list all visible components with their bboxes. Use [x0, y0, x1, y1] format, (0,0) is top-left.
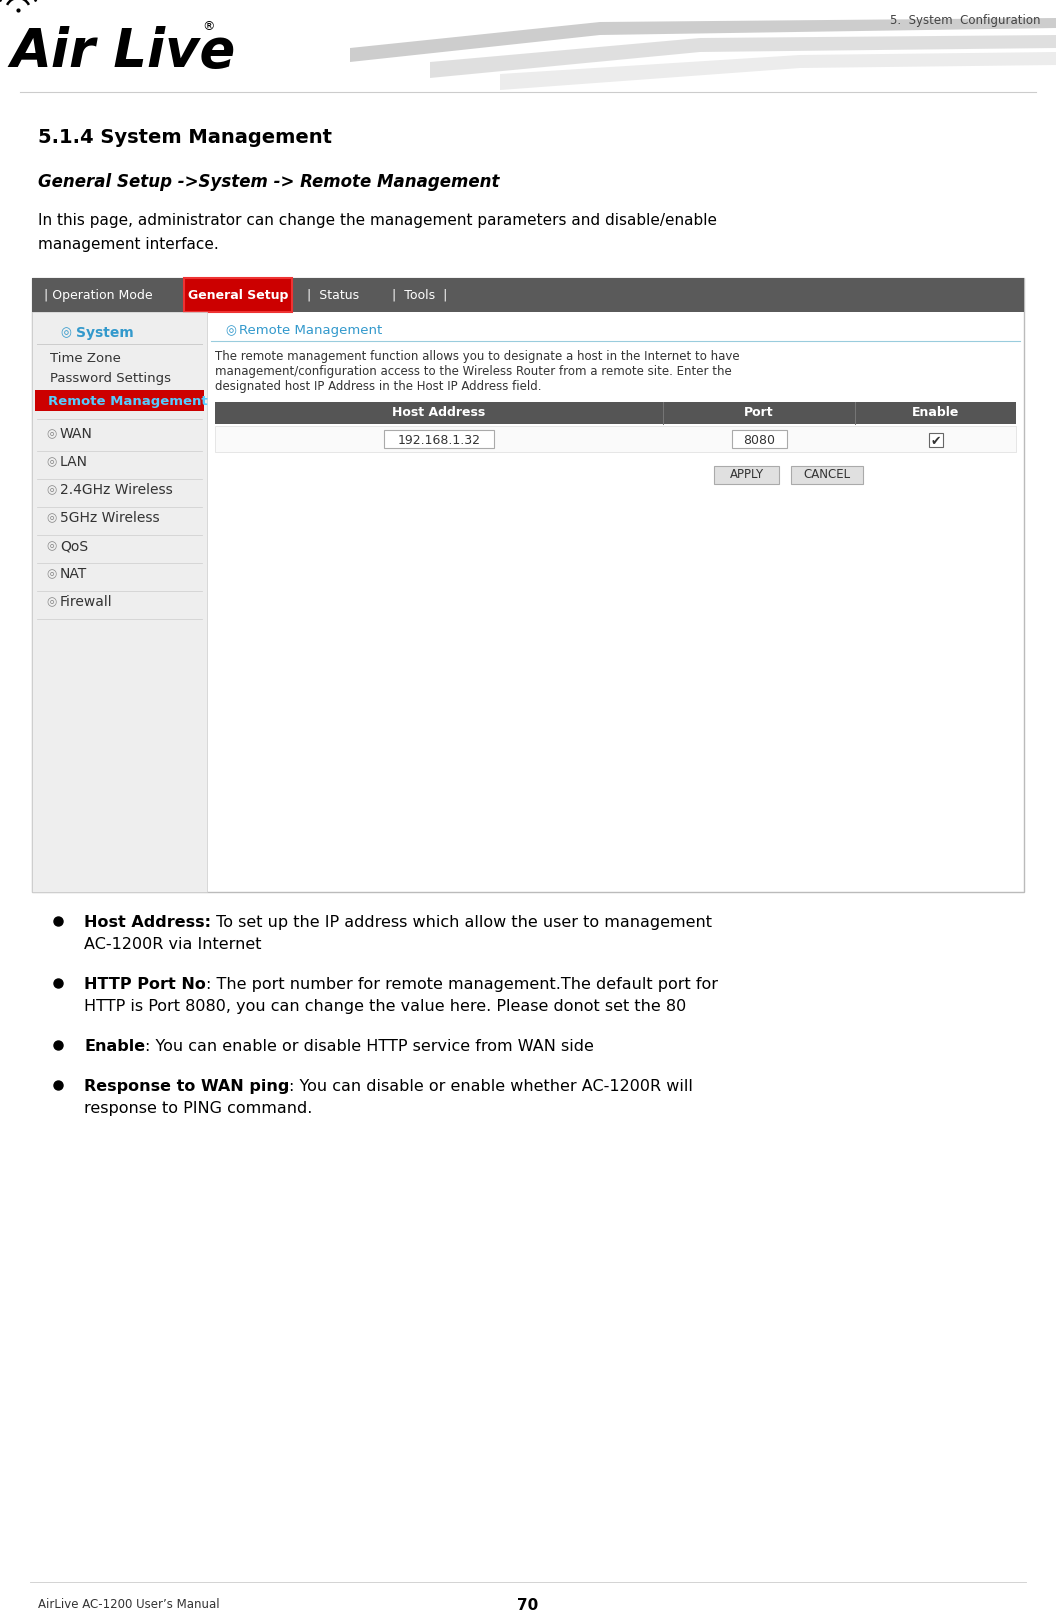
Text: Port: Port	[744, 406, 774, 419]
Text: WAN: WAN	[60, 427, 93, 441]
Text: ◎: ◎	[46, 566, 56, 579]
Text: Remote Management: Remote Management	[239, 325, 382, 338]
Text: To set up the IP address which allow the user to management: To set up the IP address which allow the…	[211, 915, 712, 930]
Text: management interface.: management interface.	[38, 237, 219, 252]
Text: ®: ®	[202, 19, 214, 32]
Text: Remote Management: Remote Management	[48, 394, 208, 407]
Bar	[184, 278, 293, 312]
Text: HTTP Port No: HTTP Port No	[84, 977, 206, 992]
Bar	[32, 278, 1024, 281]
Bar	[714, 466, 779, 484]
Text: HTTP is Port 8080, you can change the value here. Please donot set the 80: HTTP is Port 8080, you can change the va…	[84, 1000, 686, 1014]
Text: APPLY: APPLY	[730, 469, 763, 482]
Bar	[32, 278, 1024, 312]
Text: : You can enable or disable HTTP service from WAN side: : You can enable or disable HTTP service…	[145, 1039, 593, 1053]
Polygon shape	[430, 36, 1056, 78]
Bar	[732, 430, 787, 448]
Text: AC-1200R via Internet: AC-1200R via Internet	[84, 936, 262, 953]
Text: Enable: Enable	[911, 406, 959, 419]
Text: 70: 70	[517, 1599, 539, 1613]
Text: ◎: ◎	[60, 326, 71, 339]
Text: 8080: 8080	[743, 435, 775, 448]
Bar	[215, 403, 1016, 424]
Text: 192.168.1.32: 192.168.1.32	[397, 435, 480, 448]
Text: ◎: ◎	[46, 427, 56, 440]
Text: Response to WAN ping: Response to WAN ping	[84, 1079, 289, 1094]
Text: Air Live: Air Live	[10, 26, 235, 78]
Text: ◎: ◎	[225, 325, 235, 338]
Text: 5GHz Wireless: 5GHz Wireless	[60, 511, 159, 524]
Text: response to PING command.: response to PING command.	[84, 1100, 313, 1117]
Text: CANCEL: CANCEL	[804, 469, 850, 482]
Text: QoS: QoS	[60, 539, 88, 553]
Text: : You can disable or enable whether AC-1200R will: : You can disable or enable whether AC-1…	[289, 1079, 693, 1094]
Polygon shape	[499, 52, 1056, 89]
Text: 5.1.4 System Management: 5.1.4 System Management	[38, 128, 332, 148]
Bar	[32, 312, 207, 893]
Text: In this page, administrator can change the management parameters and disable/ena: In this page, administrator can change t…	[38, 213, 717, 227]
Text: System: System	[76, 326, 134, 339]
Bar	[928, 433, 943, 446]
Bar	[215, 425, 1016, 451]
Text: 5.  System  Configuration: 5. System Configuration	[889, 15, 1040, 28]
Text: General Setup: General Setup	[188, 289, 288, 302]
Text: ✔: ✔	[930, 435, 941, 448]
Text: ◎: ◎	[46, 484, 56, 497]
Text: Time Zone: Time Zone	[50, 352, 120, 365]
Text: 2.4GHz Wireless: 2.4GHz Wireless	[60, 484, 173, 497]
Text: NAT: NAT	[60, 566, 88, 581]
Text: LAN: LAN	[60, 454, 88, 469]
Bar	[791, 466, 863, 484]
Text: |  Tools  |: | Tools |	[392, 289, 448, 302]
Text: Host Address:: Host Address:	[84, 915, 211, 930]
Bar	[32, 278, 1024, 893]
Text: The remote management function allows you to designate a host in the Internet to: The remote management function allows yo…	[215, 351, 739, 364]
Text: ◎: ◎	[46, 596, 56, 609]
Text: General Setup ->System -> Remote Management: General Setup ->System -> Remote Managem…	[38, 174, 499, 192]
Text: ◎: ◎	[46, 454, 56, 467]
Text: AirLive AC-1200 User’s Manual: AirLive AC-1200 User’s Manual	[38, 1599, 220, 1612]
Polygon shape	[350, 18, 1056, 62]
Text: ◎: ◎	[46, 539, 56, 552]
Text: | Operation Mode: | Operation Mode	[44, 289, 153, 302]
Text: designated host IP Address in the Host IP Address field.: designated host IP Address in the Host I…	[215, 380, 542, 393]
Text: Firewall: Firewall	[60, 596, 113, 609]
Bar	[35, 390, 204, 411]
Bar	[384, 430, 494, 448]
Text: Host Address: Host Address	[393, 406, 486, 419]
Text: : The port number for remote management.The default port for: : The port number for remote management.…	[206, 977, 718, 992]
Text: Enable: Enable	[84, 1039, 145, 1053]
Text: ◎: ◎	[46, 511, 56, 524]
Text: management/configuration access to the Wireless Router from a remote site. Enter: management/configuration access to the W…	[215, 365, 732, 378]
Text: |  Status: | Status	[307, 289, 359, 302]
Text: Password Settings: Password Settings	[50, 372, 171, 385]
